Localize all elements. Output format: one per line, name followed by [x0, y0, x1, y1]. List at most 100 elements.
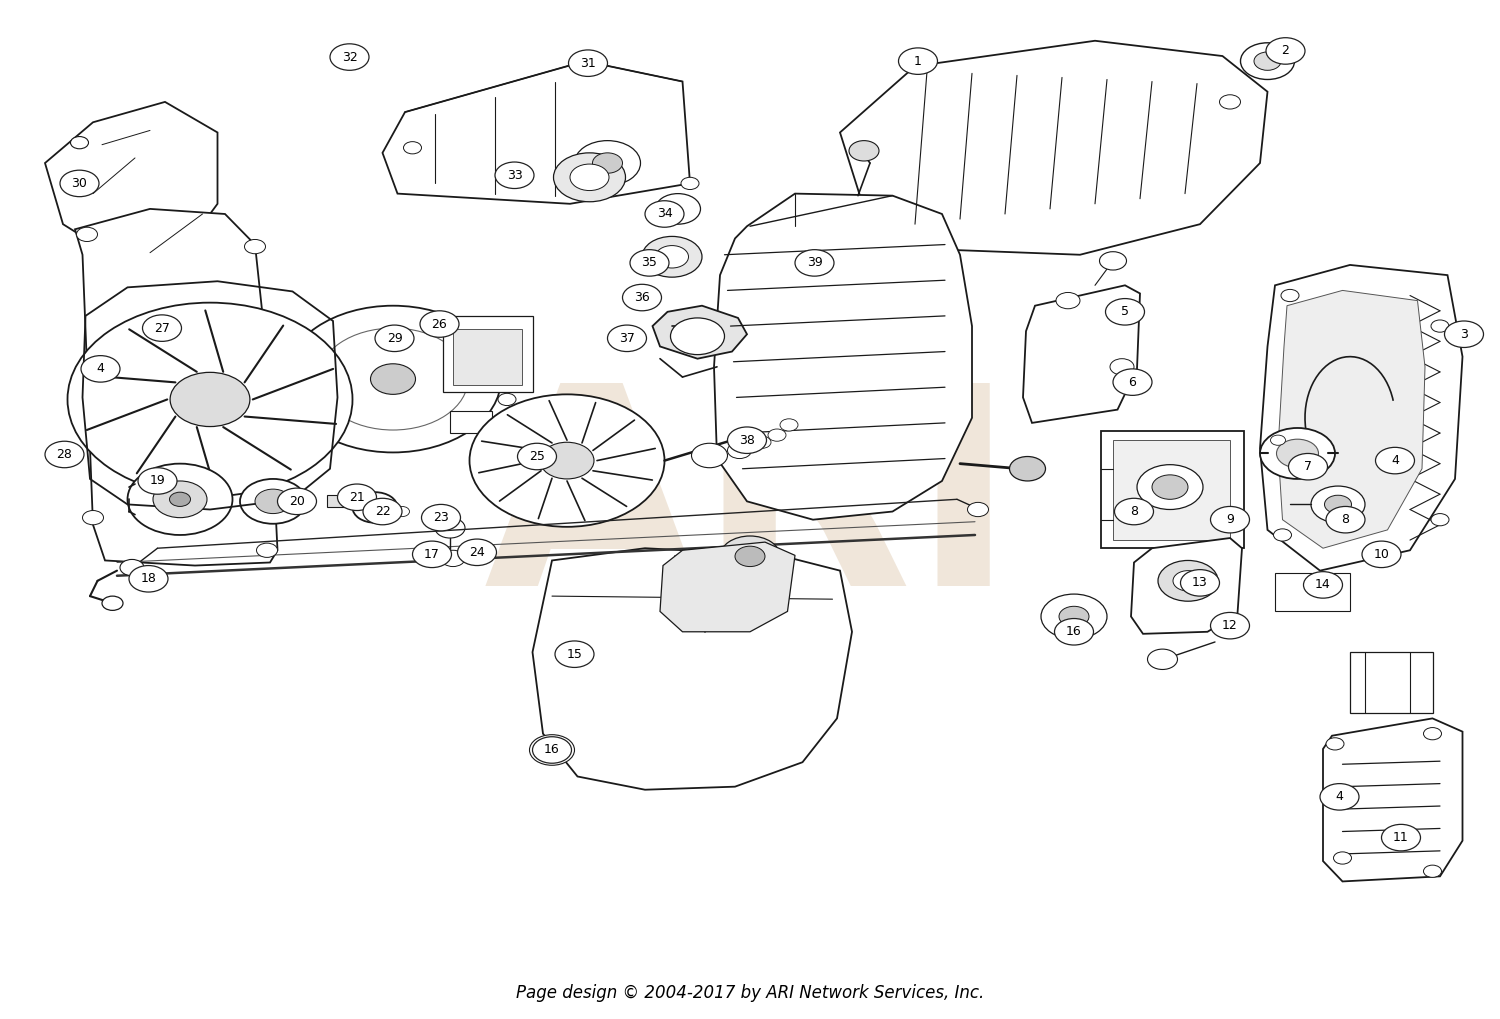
Circle shape [363, 498, 402, 525]
Text: 1: 1 [914, 55, 922, 67]
Circle shape [1276, 439, 1318, 468]
Text: 4: 4 [96, 363, 105, 375]
Circle shape [1041, 594, 1107, 639]
Circle shape [532, 737, 572, 763]
Text: ARI: ARI [484, 375, 1016, 644]
Text: 39: 39 [807, 257, 822, 269]
Bar [327, 495, 372, 507]
Text: 26: 26 [432, 318, 447, 330]
Circle shape [795, 250, 834, 276]
Circle shape [330, 44, 369, 70]
Circle shape [670, 318, 724, 355]
Circle shape [420, 311, 459, 337]
Circle shape [768, 429, 786, 441]
Circle shape [1254, 52, 1281, 70]
Circle shape [849, 141, 879, 161]
Circle shape [1326, 506, 1365, 533]
Bar [442, 316, 532, 392]
Text: 15: 15 [567, 648, 582, 660]
Circle shape [656, 194, 700, 224]
Polygon shape [660, 542, 795, 632]
Circle shape [60, 170, 99, 197]
Bar [450, 411, 492, 433]
Circle shape [68, 303, 352, 496]
Text: 27: 27 [154, 322, 170, 334]
Circle shape [458, 539, 497, 566]
Circle shape [256, 543, 278, 557]
Circle shape [1100, 252, 1126, 270]
Circle shape [498, 393, 516, 406]
Text: 7: 7 [1304, 461, 1312, 473]
Text: 21: 21 [350, 491, 364, 503]
Circle shape [370, 364, 416, 394]
Bar [1101, 431, 1244, 548]
Text: 36: 36 [634, 291, 650, 304]
Circle shape [1310, 462, 1324, 472]
Circle shape [376, 506, 392, 517]
Circle shape [574, 141, 640, 185]
Circle shape [1148, 649, 1178, 669]
Text: 4: 4 [1335, 791, 1344, 803]
Polygon shape [382, 61, 690, 204]
Circle shape [1137, 465, 1203, 510]
Circle shape [1106, 299, 1144, 325]
Circle shape [45, 441, 84, 468]
Circle shape [692, 443, 728, 468]
Text: 37: 37 [620, 332, 634, 344]
Circle shape [1260, 428, 1335, 479]
Polygon shape [840, 41, 1268, 255]
Circle shape [413, 541, 452, 568]
Circle shape [728, 442, 752, 459]
Circle shape [435, 518, 465, 538]
Circle shape [1274, 529, 1292, 541]
Text: 35: 35 [642, 257, 657, 269]
Circle shape [1270, 435, 1286, 445]
Text: 16: 16 [1066, 626, 1082, 638]
Circle shape [382, 506, 398, 517]
Circle shape [352, 492, 398, 523]
Text: 16: 16 [544, 744, 560, 756]
Circle shape [968, 502, 988, 517]
Circle shape [1326, 738, 1344, 750]
Text: 13: 13 [1192, 577, 1208, 589]
Text: 25: 25 [530, 450, 544, 463]
Text: 24: 24 [470, 546, 484, 558]
Text: 2: 2 [1281, 45, 1290, 57]
Polygon shape [45, 102, 218, 260]
Circle shape [129, 566, 168, 592]
Text: 12: 12 [1222, 620, 1238, 632]
Polygon shape [714, 194, 972, 520]
Text: 23: 23 [433, 512, 448, 524]
Circle shape [153, 481, 207, 518]
Circle shape [1240, 43, 1294, 79]
Circle shape [70, 137, 88, 149]
Circle shape [285, 306, 501, 452]
Text: 4: 4 [1390, 454, 1400, 467]
Circle shape [1114, 498, 1154, 525]
Text: 9: 9 [1226, 514, 1234, 526]
Circle shape [388, 506, 404, 517]
Circle shape [1056, 292, 1080, 309]
Circle shape [102, 596, 123, 610]
Text: 3: 3 [1460, 328, 1468, 340]
Circle shape [1210, 612, 1249, 639]
Text: 5: 5 [1120, 306, 1130, 318]
Circle shape [1424, 728, 1442, 740]
Bar [1113, 440, 1230, 540]
Circle shape [364, 500, 386, 515]
Text: 38: 38 [740, 434, 754, 446]
Circle shape [1424, 865, 1442, 877]
Circle shape [1311, 486, 1365, 523]
Text: 11: 11 [1394, 832, 1408, 844]
Circle shape [592, 153, 622, 173]
Circle shape [1444, 321, 1484, 347]
Circle shape [1266, 38, 1305, 64]
Circle shape [1173, 571, 1203, 591]
Polygon shape [1323, 718, 1462, 881]
Text: 10: 10 [1374, 548, 1389, 560]
Circle shape [720, 536, 780, 577]
Circle shape [170, 492, 190, 506]
Text: 14: 14 [1316, 579, 1330, 591]
Polygon shape [652, 306, 747, 359]
Circle shape [394, 506, 410, 517]
